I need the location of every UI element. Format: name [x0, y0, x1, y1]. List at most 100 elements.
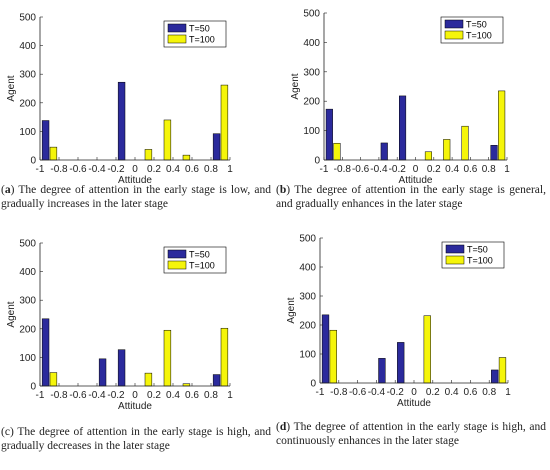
bar-t50 [212, 133, 221, 161]
legend-swatch-t50 [445, 244, 465, 254]
bar-t50 [325, 108, 333, 161]
bar-t50 [117, 349, 126, 387]
y-tick-label: 300 [19, 70, 36, 81]
legend-label: T=50 [189, 250, 210, 260]
chart-panel-b: -1 -0.8 -0.6 -0.4 -0.2 0 0.2 0.4 0.6 0.8 1 0 100 200 3… [275, 0, 550, 215]
x-tick-label: 0.2 [147, 164, 161, 175]
x-tick-label: -0.6 [352, 164, 370, 175]
x-tick-label: 1 [227, 390, 233, 401]
bar-t100 [443, 139, 451, 161]
x-tick-label: -0.4 [88, 390, 106, 401]
bar-t100 [163, 119, 172, 161]
bar-t100 [461, 125, 469, 161]
bar-t50 [378, 358, 386, 384]
x-tick-label: -0.4 [88, 164, 106, 175]
caption-b: (b) The degree of attention in the early… [276, 184, 546, 210]
chart-b-svg: -1 -0.8 -0.6 -0.4 -0.2 0 0.2 0.4 0.6 0.8 1 0 100 200 3… [290, 9, 510, 187]
x-axis-label: Attitude [397, 398, 431, 409]
x-tick-label: -0.8 [334, 164, 352, 175]
bar-t50 [397, 342, 405, 384]
bar-t100 [333, 142, 341, 161]
chart-c-svg: -1 -0.8 -0.6 -0.4 -0.2 0 0.2 0.4 0.6 0.8 1 0 100 200 3… [6, 239, 233, 413]
chart-panel-c: -1 -0.8 -0.6 -0.4 -0.2 0 0.2 0.4 0.6 0.8 1 0 100 200 3… [0, 228, 275, 458]
x-tick-label: 0.8 [482, 387, 496, 398]
y-tick-label: 400 [299, 263, 316, 274]
bar-t100 [498, 90, 506, 161]
legend-swatch-t50 [444, 19, 464, 29]
x-tick-label: -1 [36, 164, 45, 175]
caption-d: (d) The degree of attention in the early… [276, 421, 546, 447]
bar-t100 [182, 154, 191, 161]
x-tick-label: 0.2 [426, 387, 440, 398]
x-tick-label: -0.8 [330, 387, 348, 398]
y-tick-label: 400 [19, 267, 36, 278]
legend-swatch-t100 [167, 34, 187, 44]
x-tick-label: 0.8 [204, 164, 218, 175]
y-axis-label: Agent [6, 301, 17, 327]
chart-panel-d: -1 -0.8 -0.6 -0.4 -0.2 0 0.2 0.4 0.6 0.8 1 0 100 200 3… [275, 228, 550, 468]
chart-d-svg: -1 -0.8 -0.6 -0.4 -0.2 0 0.2 0.4 0.6 0.8 1 0 100 200 3… [286, 234, 511, 410]
bar-t100 [144, 149, 153, 161]
bar-t100 [498, 357, 507, 384]
bar-t50 [212, 374, 221, 387]
y-tick-label: 500 [299, 234, 316, 245]
bar-t50 [117, 81, 126, 161]
y-tick-label: 300 [299, 292, 316, 303]
x-tick-label: -0.8 [50, 390, 68, 401]
bar-t100 [144, 372, 153, 387]
x-tick-label: -0.4 [368, 387, 386, 398]
y-tick-label: 500 [19, 13, 36, 24]
bar-t100 [424, 151, 432, 161]
x-tick-label: -0.6 [69, 390, 87, 401]
x-axis-label: Attitude [118, 175, 152, 186]
legend-swatch-t100 [445, 255, 465, 265]
x-tick-label: 0.4 [445, 164, 459, 175]
caption-c: (c) The degree of attention in the early… [1, 426, 271, 452]
legend-swatch-t100 [167, 260, 187, 270]
bar-t100 [220, 327, 229, 387]
bar-t100 [220, 84, 229, 161]
chart-a-svg: -1 -0.8 -0.6 -0.4 -0.2 0 0.2 0.4 0.6 0.8 1 0 100 200 3… [6, 13, 233, 187]
x-tick-label: 0 [132, 164, 138, 175]
bar-t50 [321, 314, 330, 384]
legend-label: T=100 [467, 256, 493, 266]
x-tick-label: 0.4 [445, 387, 459, 398]
bar-t100 [329, 329, 337, 384]
y-tick-label: 0 [314, 156, 320, 167]
y-tick-label: 100 [19, 127, 36, 138]
y-tick-label: 300 [19, 296, 36, 307]
bar-t100 [423, 315, 431, 384]
x-tick-label: -0.2 [107, 390, 125, 401]
y-tick-label: 0 [30, 156, 36, 167]
x-tick-label: 0 [411, 387, 417, 398]
y-axis-label: Agent [290, 73, 301, 99]
y-tick-label: 300 [303, 67, 320, 78]
y-tick-label: 0 [30, 382, 36, 393]
bar-t50 [380, 142, 388, 161]
bar-t50 [490, 145, 498, 161]
x-tick-label: -0.8 [50, 164, 68, 175]
legend-label: T=100 [189, 35, 215, 45]
x-tick-label: -0.6 [349, 387, 367, 398]
y-tick-label: 200 [299, 321, 316, 332]
y-tick-label: 500 [303, 9, 320, 20]
bar-t50 [41, 318, 50, 387]
x-tick-label: -0.4 [370, 164, 388, 175]
bar-t50 [98, 358, 107, 387]
y-axis-label: Agent [6, 75, 17, 101]
x-tick-label: 0.2 [147, 390, 161, 401]
x-tick-label: -0.6 [69, 164, 87, 175]
bar-t100 [163, 329, 172, 387]
y-tick-label: 100 [19, 353, 36, 364]
x-tick-label: -0.2 [107, 164, 125, 175]
x-tick-label: 0 [413, 164, 419, 175]
x-tick-label: 0 [132, 390, 138, 401]
y-tick-label: 400 [303, 38, 320, 49]
x-tick-label: -1 [36, 390, 45, 401]
y-tick-label: 0 [310, 379, 316, 390]
x-tick-label: -1 [320, 164, 329, 175]
x-tick-label: -0.2 [387, 387, 405, 398]
x-tick-label: 0.6 [463, 387, 477, 398]
caption-a: (a) The degree of attention in the early… [1, 184, 271, 210]
x-tick-label: 0.8 [482, 164, 496, 175]
